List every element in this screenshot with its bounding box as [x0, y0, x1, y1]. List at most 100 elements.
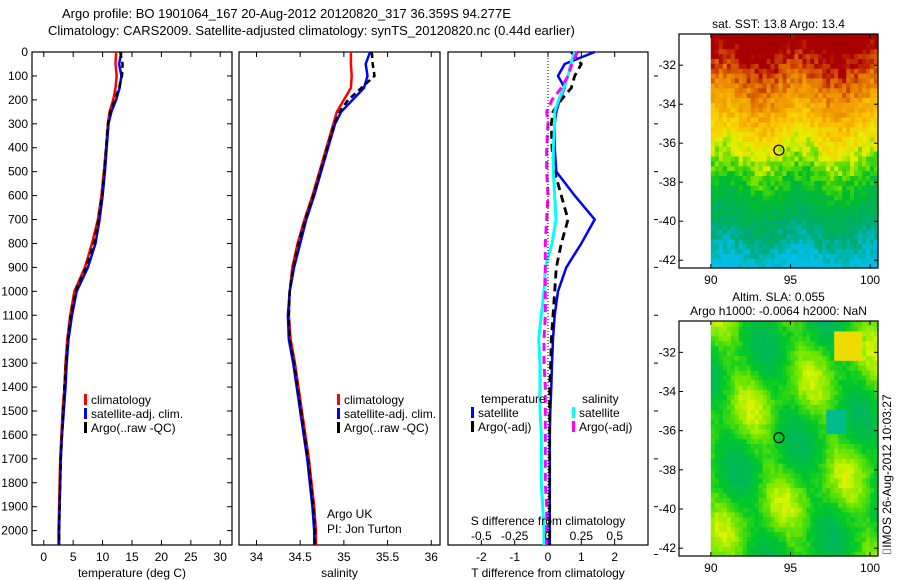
map-cell — [790, 194, 795, 201]
map-cell — [842, 126, 847, 133]
x-tick-label: 30 — [214, 550, 228, 564]
map-cell — [798, 350, 803, 356]
map-cell — [798, 43, 803, 50]
map-cell — [742, 482, 748, 489]
map-cell — [874, 243, 879, 250]
map-cell — [850, 438, 855, 444]
map-cell — [726, 404, 732, 410]
map-cell — [826, 121, 831, 128]
map-cell — [854, 165, 859, 172]
map-cell — [798, 175, 803, 181]
map-cell — [858, 472, 863, 479]
map-cell — [814, 350, 819, 356]
map-cell — [802, 48, 807, 55]
map-cell — [838, 531, 843, 537]
map-cell — [726, 414, 732, 420]
map-cell — [710, 34, 716, 40]
map-cell — [722, 340, 728, 347]
map-cell — [874, 414, 879, 420]
map-cell — [810, 379, 815, 386]
map-cell — [710, 438, 716, 444]
map-cell — [770, 53, 776, 59]
map-cell — [838, 330, 843, 337]
map-cell — [778, 82, 784, 89]
map-cell — [722, 121, 728, 128]
map-cell — [734, 190, 740, 196]
map-cell — [862, 404, 867, 410]
y-tick-label: 200 — [8, 93, 28, 107]
map-cell — [710, 370, 716, 376]
map-cell — [786, 443, 792, 449]
map-cell — [842, 340, 847, 347]
map-cell — [830, 526, 835, 533]
map-cell — [734, 263, 740, 269]
map-cell — [806, 58, 811, 64]
map-cell — [814, 409, 819, 415]
map-cell — [798, 121, 803, 128]
map-cell — [818, 487, 823, 493]
map-cell — [802, 443, 807, 449]
map-cell — [862, 58, 867, 64]
map-cell — [806, 141, 811, 147]
map-cell — [778, 190, 784, 196]
map-cell — [722, 433, 728, 440]
map-cell — [802, 448, 807, 454]
map-cell — [730, 428, 736, 435]
map-cell — [842, 404, 847, 410]
map-cell — [826, 180, 831, 186]
map-cell — [734, 112, 740, 118]
map-cell — [770, 204, 776, 211]
map-cell — [794, 374, 799, 381]
map-cell — [846, 126, 851, 133]
map-cell — [842, 97, 847, 103]
map-cell — [762, 151, 768, 157]
map-cell — [842, 68, 847, 74]
map-cell — [850, 355, 855, 361]
map-cell — [842, 365, 847, 371]
map-cell — [710, 428, 716, 435]
map-cell — [846, 551, 851, 557]
map-cell — [826, 43, 831, 50]
map-cell — [842, 325, 847, 332]
map-cell — [774, 131, 780, 137]
map-cell — [842, 165, 847, 172]
map-cell — [854, 53, 859, 59]
map-cell — [750, 253, 756, 259]
map-cell — [798, 516, 803, 523]
map-cell — [798, 467, 803, 474]
map-cell — [738, 102, 744, 108]
map-cell — [742, 151, 748, 157]
map-cell — [866, 199, 871, 206]
map-cell — [874, 448, 879, 454]
map-cell — [790, 209, 795, 215]
map-cell — [874, 116, 879, 123]
map-cell — [806, 511, 811, 518]
map-cell — [714, 418, 720, 425]
map-cell — [774, 551, 780, 557]
map-cell — [850, 165, 855, 172]
map-cell — [858, 204, 863, 211]
map-cell — [798, 194, 803, 201]
map-cell — [790, 233, 795, 240]
map-cell — [758, 126, 764, 133]
map-cell — [838, 492, 843, 498]
map-cell — [746, 360, 752, 366]
map-cell — [782, 458, 788, 464]
map-cell — [790, 97, 795, 103]
map-cell — [802, 243, 807, 250]
map-cell — [718, 185, 724, 191]
map-cell — [818, 102, 823, 108]
map-cell — [730, 374, 736, 381]
map-cell — [742, 418, 748, 425]
map-cell — [770, 531, 776, 537]
map-cell — [758, 482, 764, 489]
map-cell — [722, 374, 728, 381]
map-cell — [838, 340, 843, 347]
map-y-tick-label: -36 — [659, 136, 677, 150]
map-cell — [822, 551, 827, 557]
map-cell — [766, 325, 772, 332]
map-cell — [826, 418, 831, 425]
map-cell — [850, 219, 855, 225]
map-cell — [830, 536, 835, 542]
y-tick-label: 300 — [8, 117, 28, 131]
